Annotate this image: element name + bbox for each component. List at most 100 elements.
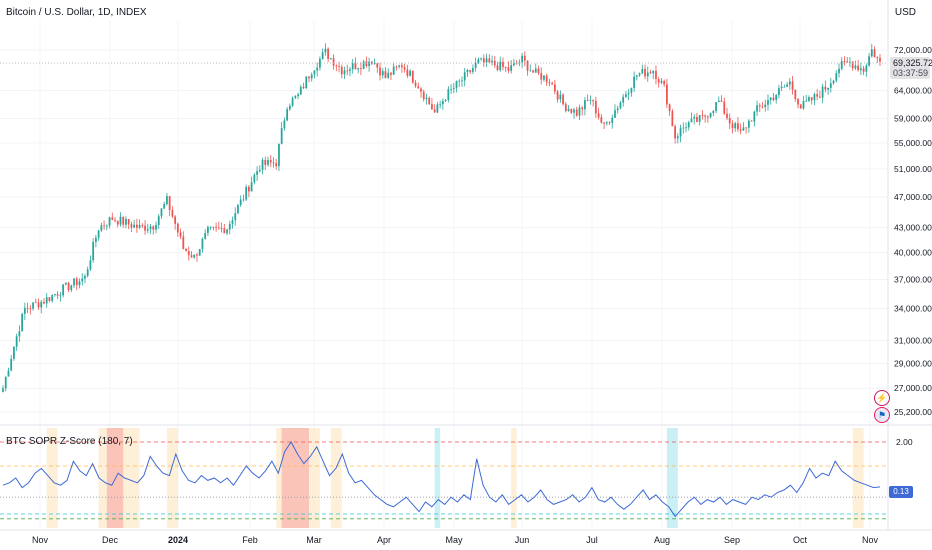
candle-body bbox=[258, 169, 261, 172]
candle-body bbox=[84, 275, 86, 279]
candle-body bbox=[543, 75, 545, 80]
time-tick-label: Nov bbox=[32, 535, 49, 545]
candle-body bbox=[365, 61, 368, 66]
candle-body bbox=[469, 69, 472, 72]
candle-body bbox=[463, 72, 466, 81]
time-tick-label: Jun bbox=[515, 535, 530, 545]
candle-body bbox=[297, 94, 299, 97]
candle-body bbox=[141, 225, 144, 226]
candle-body bbox=[103, 225, 105, 227]
zscore-highlight-band bbox=[666, 428, 678, 528]
candle-body bbox=[564, 104, 567, 111]
price-tick-label: 51,000.00 bbox=[894, 164, 932, 174]
candle-body bbox=[671, 111, 674, 127]
time-tick-label: 2024 bbox=[168, 535, 188, 545]
candle-body bbox=[480, 58, 483, 60]
time-tick-label: Mar bbox=[306, 535, 322, 545]
candle-body bbox=[100, 225, 103, 231]
candle-body bbox=[329, 58, 332, 59]
candle-body bbox=[373, 63, 376, 65]
candle-body bbox=[553, 84, 556, 92]
candle-body bbox=[570, 108, 573, 113]
currency-label[interactable]: USD bbox=[894, 7, 916, 18]
candle-body bbox=[668, 104, 671, 112]
candle-body bbox=[291, 98, 294, 106]
candle-body bbox=[627, 92, 630, 95]
indicator-title[interactable]: BTC SOPR Z-Score (180, 7) bbox=[6, 436, 133, 447]
candle-body bbox=[537, 68, 540, 74]
candle-body bbox=[198, 249, 201, 256]
candle-body bbox=[176, 223, 179, 233]
candle-body bbox=[338, 66, 340, 67]
candle-body bbox=[739, 129, 742, 131]
last-price: 69,325.72 bbox=[893, 58, 932, 68]
time-tick-label: Sep bbox=[724, 535, 740, 545]
candle-body bbox=[127, 219, 130, 225]
candle-body bbox=[474, 63, 477, 69]
candle-body bbox=[111, 217, 114, 220]
candle-body bbox=[447, 89, 450, 100]
candle-body bbox=[283, 120, 286, 128]
candle-body bbox=[619, 102, 622, 109]
candle-body bbox=[502, 61, 504, 68]
candle-body bbox=[182, 236, 185, 249]
candle-body bbox=[608, 122, 611, 124]
candle-body bbox=[466, 69, 469, 73]
candle-body bbox=[152, 226, 155, 230]
candle-body bbox=[406, 69, 409, 76]
candle-body bbox=[357, 68, 360, 70]
candle-body bbox=[526, 60, 529, 71]
candle-body bbox=[504, 67, 507, 68]
candle-body bbox=[392, 66, 395, 75]
candle-body bbox=[417, 86, 420, 89]
candle-body bbox=[594, 100, 597, 114]
candle-body bbox=[540, 73, 543, 80]
price-tick-label: 43,000.00 bbox=[894, 223, 932, 233]
candle-body bbox=[663, 80, 666, 85]
candle-body bbox=[168, 196, 171, 211]
candle-body bbox=[223, 228, 226, 234]
candle-body bbox=[193, 254, 196, 258]
candle-body bbox=[288, 105, 291, 110]
candle-body bbox=[379, 67, 381, 76]
candle-body bbox=[510, 65, 513, 71]
candle-body bbox=[461, 80, 463, 82]
price-tick-label: 25,200.00 bbox=[894, 407, 932, 417]
candle-body bbox=[155, 224, 157, 230]
candle-body bbox=[567, 108, 570, 111]
candle-body bbox=[622, 96, 625, 103]
candle-body bbox=[160, 208, 163, 217]
candle-body bbox=[827, 87, 829, 90]
price-tick-label: 47,000.00 bbox=[894, 192, 932, 202]
candle-body bbox=[633, 76, 636, 89]
candle-body bbox=[78, 281, 81, 286]
candle-body bbox=[256, 171, 258, 175]
candle-body bbox=[611, 117, 614, 123]
candle-body bbox=[95, 237, 97, 242]
candle-body bbox=[387, 72, 390, 78]
candle-body bbox=[13, 346, 15, 359]
lightning-icon[interactable]: ⚡ bbox=[874, 390, 890, 406]
candle-body bbox=[185, 248, 187, 252]
candle-body bbox=[403, 67, 406, 70]
candle-body bbox=[313, 70, 316, 75]
candle-body bbox=[737, 123, 739, 130]
candle-body bbox=[720, 100, 723, 102]
candle-body bbox=[431, 104, 433, 110]
candle-body bbox=[819, 96, 821, 98]
candle-body bbox=[390, 72, 392, 75]
zscore-highlight-band bbox=[434, 428, 441, 528]
candle-body bbox=[116, 220, 119, 225]
candle-body bbox=[551, 83, 554, 85]
candle-body bbox=[687, 122, 690, 128]
candle-body bbox=[67, 282, 70, 291]
price-tick-label: 55,000.00 bbox=[894, 138, 932, 148]
candle-body bbox=[384, 71, 387, 78]
candle-body bbox=[652, 70, 655, 74]
candle-body bbox=[507, 67, 510, 71]
candle-body bbox=[674, 126, 676, 139]
us-flag-icon[interactable]: ⚑ bbox=[874, 407, 890, 423]
candle-body bbox=[237, 205, 239, 214]
candle-body bbox=[146, 229, 149, 231]
